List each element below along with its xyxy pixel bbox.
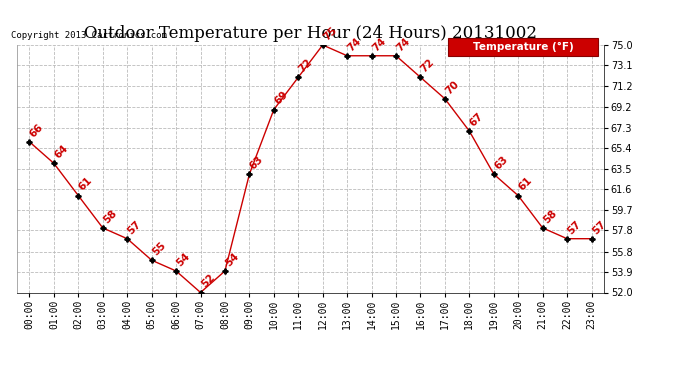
Text: 69: 69 [273,90,290,107]
Text: 75: 75 [322,25,339,42]
Text: 54: 54 [175,251,192,268]
Text: 64: 64 [52,143,70,160]
Title: Outdoor Temperature per Hour (24 Hours) 20131002: Outdoor Temperature per Hour (24 Hours) … [84,25,537,42]
Text: 74: 74 [371,36,388,53]
Text: 74: 74 [346,36,363,53]
Text: Copyright 2013 Cartronics.com: Copyright 2013 Cartronics.com [11,31,167,40]
Text: 63: 63 [493,154,510,171]
Text: 72: 72 [419,57,437,75]
Text: 58: 58 [541,208,559,225]
Text: 61: 61 [517,176,534,193]
Text: 67: 67 [468,111,485,128]
Text: 52: 52 [199,272,217,290]
Text: Temperature (°F): Temperature (°F) [473,42,573,52]
Text: 70: 70 [444,79,461,96]
Text: 57: 57 [126,219,144,236]
Text: 58: 58 [101,208,119,225]
Text: 57: 57 [590,219,608,236]
Text: 63: 63 [248,154,266,171]
Text: 61: 61 [77,176,95,193]
Text: 57: 57 [566,219,583,236]
Text: 54: 54 [224,251,241,268]
Text: 55: 55 [150,240,168,258]
Text: 72: 72 [297,57,315,75]
FancyBboxPatch shape [448,38,598,56]
Text: 74: 74 [395,36,412,53]
Text: 66: 66 [28,122,46,139]
